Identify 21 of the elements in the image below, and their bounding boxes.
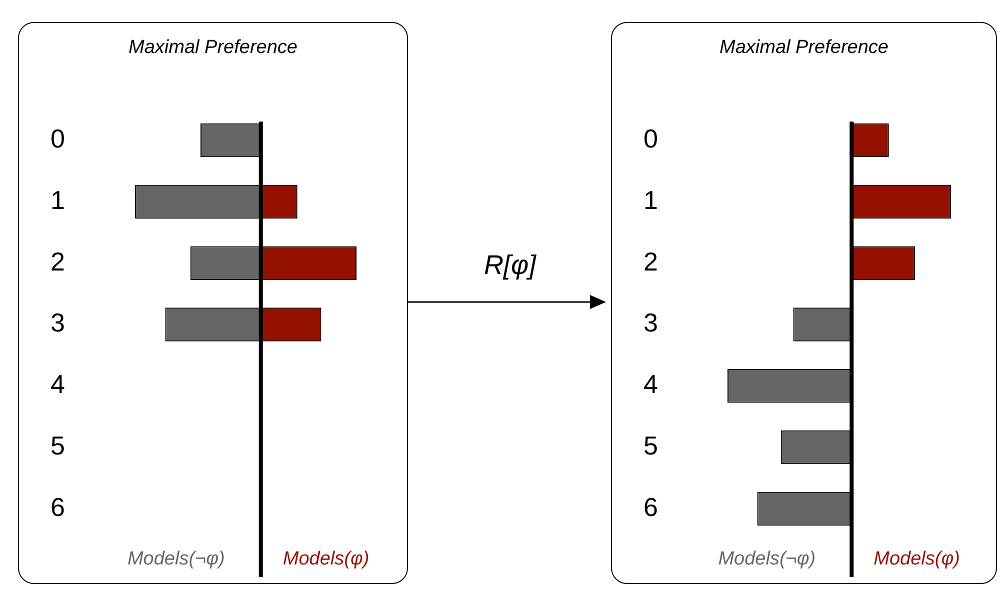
y-tick-label: 4 bbox=[50, 369, 65, 400]
series-label: Models(¬φ) bbox=[718, 548, 816, 570]
y-tick-label: 2 bbox=[644, 246, 658, 276]
text: Models(φ) bbox=[282, 548, 370, 570]
y-tick-label: 6 bbox=[644, 492, 658, 522]
text: R[φ] bbox=[482, 250, 538, 281]
y-tick-label: 2 bbox=[50, 246, 65, 276]
y-tick-label: 6 bbox=[50, 492, 65, 522]
y-tick-label: 5 bbox=[50, 430, 65, 460]
y-tick-label: 5 bbox=[644, 430, 658, 460]
chart-title: Maximal Preference bbox=[128, 37, 298, 59]
text: Models(φ) bbox=[874, 548, 960, 570]
y-tick-label: 0 bbox=[644, 123, 658, 154]
y-tick-label: 4 bbox=[644, 369, 658, 400]
y-tick-label: 3 bbox=[50, 308, 65, 338]
y-tick-label: 0 bbox=[50, 123, 65, 154]
y-tick-label: 1 bbox=[50, 184, 65, 215]
text: Models(¬φ) bbox=[127, 548, 225, 570]
y-tick-label: 3 bbox=[644, 308, 658, 338]
y-tick-label: 1 bbox=[644, 184, 658, 215]
chart-title: Maximal Preference bbox=[718, 37, 890, 59]
